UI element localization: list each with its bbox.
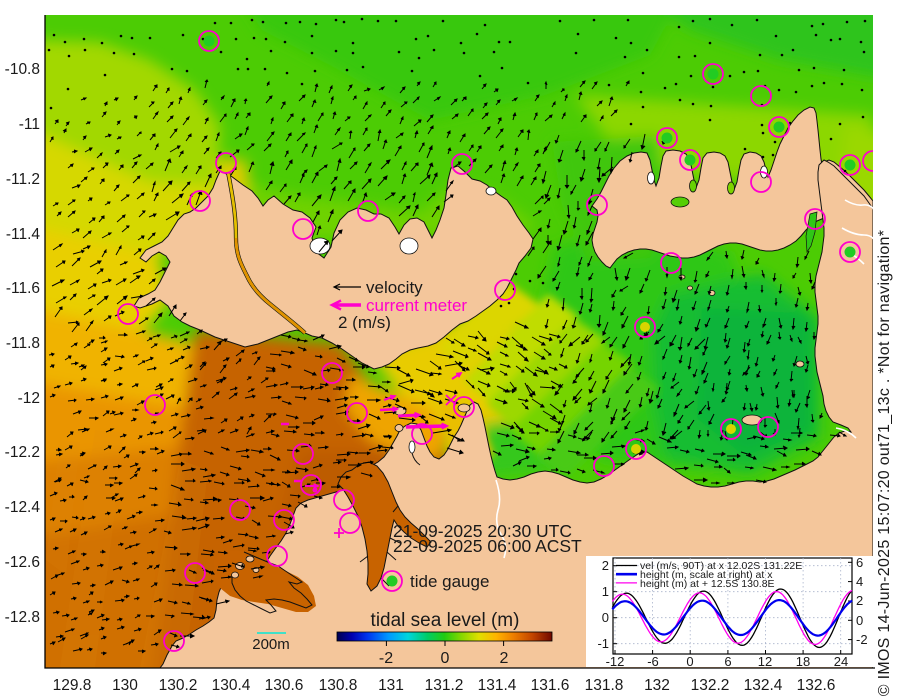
svg-text:-12.4: -12.4 bbox=[5, 499, 41, 516]
svg-text:height (m) at + 12.5S 130.8E: height (m) at + 12.5S 130.8E bbox=[640, 578, 775, 590]
svg-text:-2: -2 bbox=[379, 650, 393, 667]
svg-text:22-09-2025 06:00 ACST: 22-09-2025 06:00 ACST bbox=[393, 536, 582, 556]
svg-text:132.2: 132.2 bbox=[691, 677, 730, 694]
svg-text:2: 2 bbox=[602, 558, 609, 573]
svg-text:130.8: 130.8 bbox=[319, 677, 358, 694]
svg-text:130.4: 130.4 bbox=[212, 677, 251, 694]
svg-text:-12.8: -12.8 bbox=[5, 609, 40, 626]
svg-text:129.8: 129.8 bbox=[53, 677, 92, 694]
svg-text:130.2: 130.2 bbox=[159, 677, 198, 694]
svg-text:200m: 200m bbox=[252, 636, 290, 653]
svg-text:1: 1 bbox=[602, 584, 609, 599]
svg-text:130: 130 bbox=[112, 677, 138, 694]
svg-text:131: 131 bbox=[378, 677, 404, 694]
svg-text:2 (m/s): 2 (m/s) bbox=[338, 313, 391, 332]
svg-text:6: 6 bbox=[856, 555, 863, 570]
svg-text:0: 0 bbox=[686, 654, 693, 669]
svg-text:-11.6: -11.6 bbox=[6, 280, 40, 297]
svg-text:132.6: 132.6 bbox=[797, 677, 836, 694]
svg-text:-12.6: -12.6 bbox=[5, 554, 40, 571]
svg-text:© IMOS 14-Jun-2025 15:07:20 ou: © IMOS 14-Jun-2025 15:07:20 out71_13c . … bbox=[876, 230, 893, 697]
svg-text:tidal sea level (m): tidal sea level (m) bbox=[371, 610, 520, 631]
svg-text:tide gauge: tide gauge bbox=[410, 572, 489, 591]
svg-text:-12: -12 bbox=[606, 654, 625, 669]
svg-text:131.6: 131.6 bbox=[531, 677, 570, 694]
svg-text:-12.2: -12.2 bbox=[5, 444, 40, 461]
svg-text:6: 6 bbox=[724, 654, 731, 669]
svg-text:12: 12 bbox=[758, 654, 772, 669]
svg-text:18: 18 bbox=[796, 654, 810, 669]
svg-text:-11.2: -11.2 bbox=[6, 171, 40, 188]
svg-text:height (m, scale at right) at: height (m, scale at right) at x bbox=[640, 569, 773, 581]
svg-text:-10.8: -10.8 bbox=[5, 61, 40, 78]
svg-text:0: 0 bbox=[441, 650, 450, 667]
svg-text:0: 0 bbox=[856, 613, 863, 628]
svg-text:24: 24 bbox=[834, 654, 848, 669]
svg-text:-11.4: -11.4 bbox=[6, 226, 41, 243]
svg-text:2: 2 bbox=[856, 593, 863, 608]
svg-text:0: 0 bbox=[602, 610, 609, 625]
svg-text:130.6: 130.6 bbox=[265, 677, 304, 694]
svg-text:4: 4 bbox=[856, 574, 863, 589]
svg-text:-1: -1 bbox=[597, 636, 609, 651]
svg-text:131.4: 131.4 bbox=[478, 677, 517, 694]
svg-text:vel (m/s, 90T) at x 12.02S 131: vel (m/s, 90T) at x 12.02S 131.22E bbox=[640, 560, 802, 572]
svg-text:velocity: velocity bbox=[366, 278, 423, 297]
svg-text:-11: -11 bbox=[19, 116, 40, 133]
svg-text:132: 132 bbox=[644, 677, 670, 694]
svg-text:-6: -6 bbox=[647, 654, 659, 669]
svg-text:131.8: 131.8 bbox=[585, 677, 624, 694]
svg-text:21-09-2025 20:30 UTC: 21-09-2025 20:30 UTC bbox=[393, 521, 572, 541]
svg-text:current meter: current meter bbox=[366, 296, 467, 315]
svg-text:-12: -12 bbox=[18, 390, 40, 407]
svg-text:-2: -2 bbox=[856, 632, 868, 647]
svg-text:132.4: 132.4 bbox=[744, 677, 783, 694]
svg-text:-11.8: -11.8 bbox=[6, 335, 40, 352]
svg-text:2: 2 bbox=[500, 650, 509, 667]
svg-text:131.2: 131.2 bbox=[425, 677, 464, 694]
